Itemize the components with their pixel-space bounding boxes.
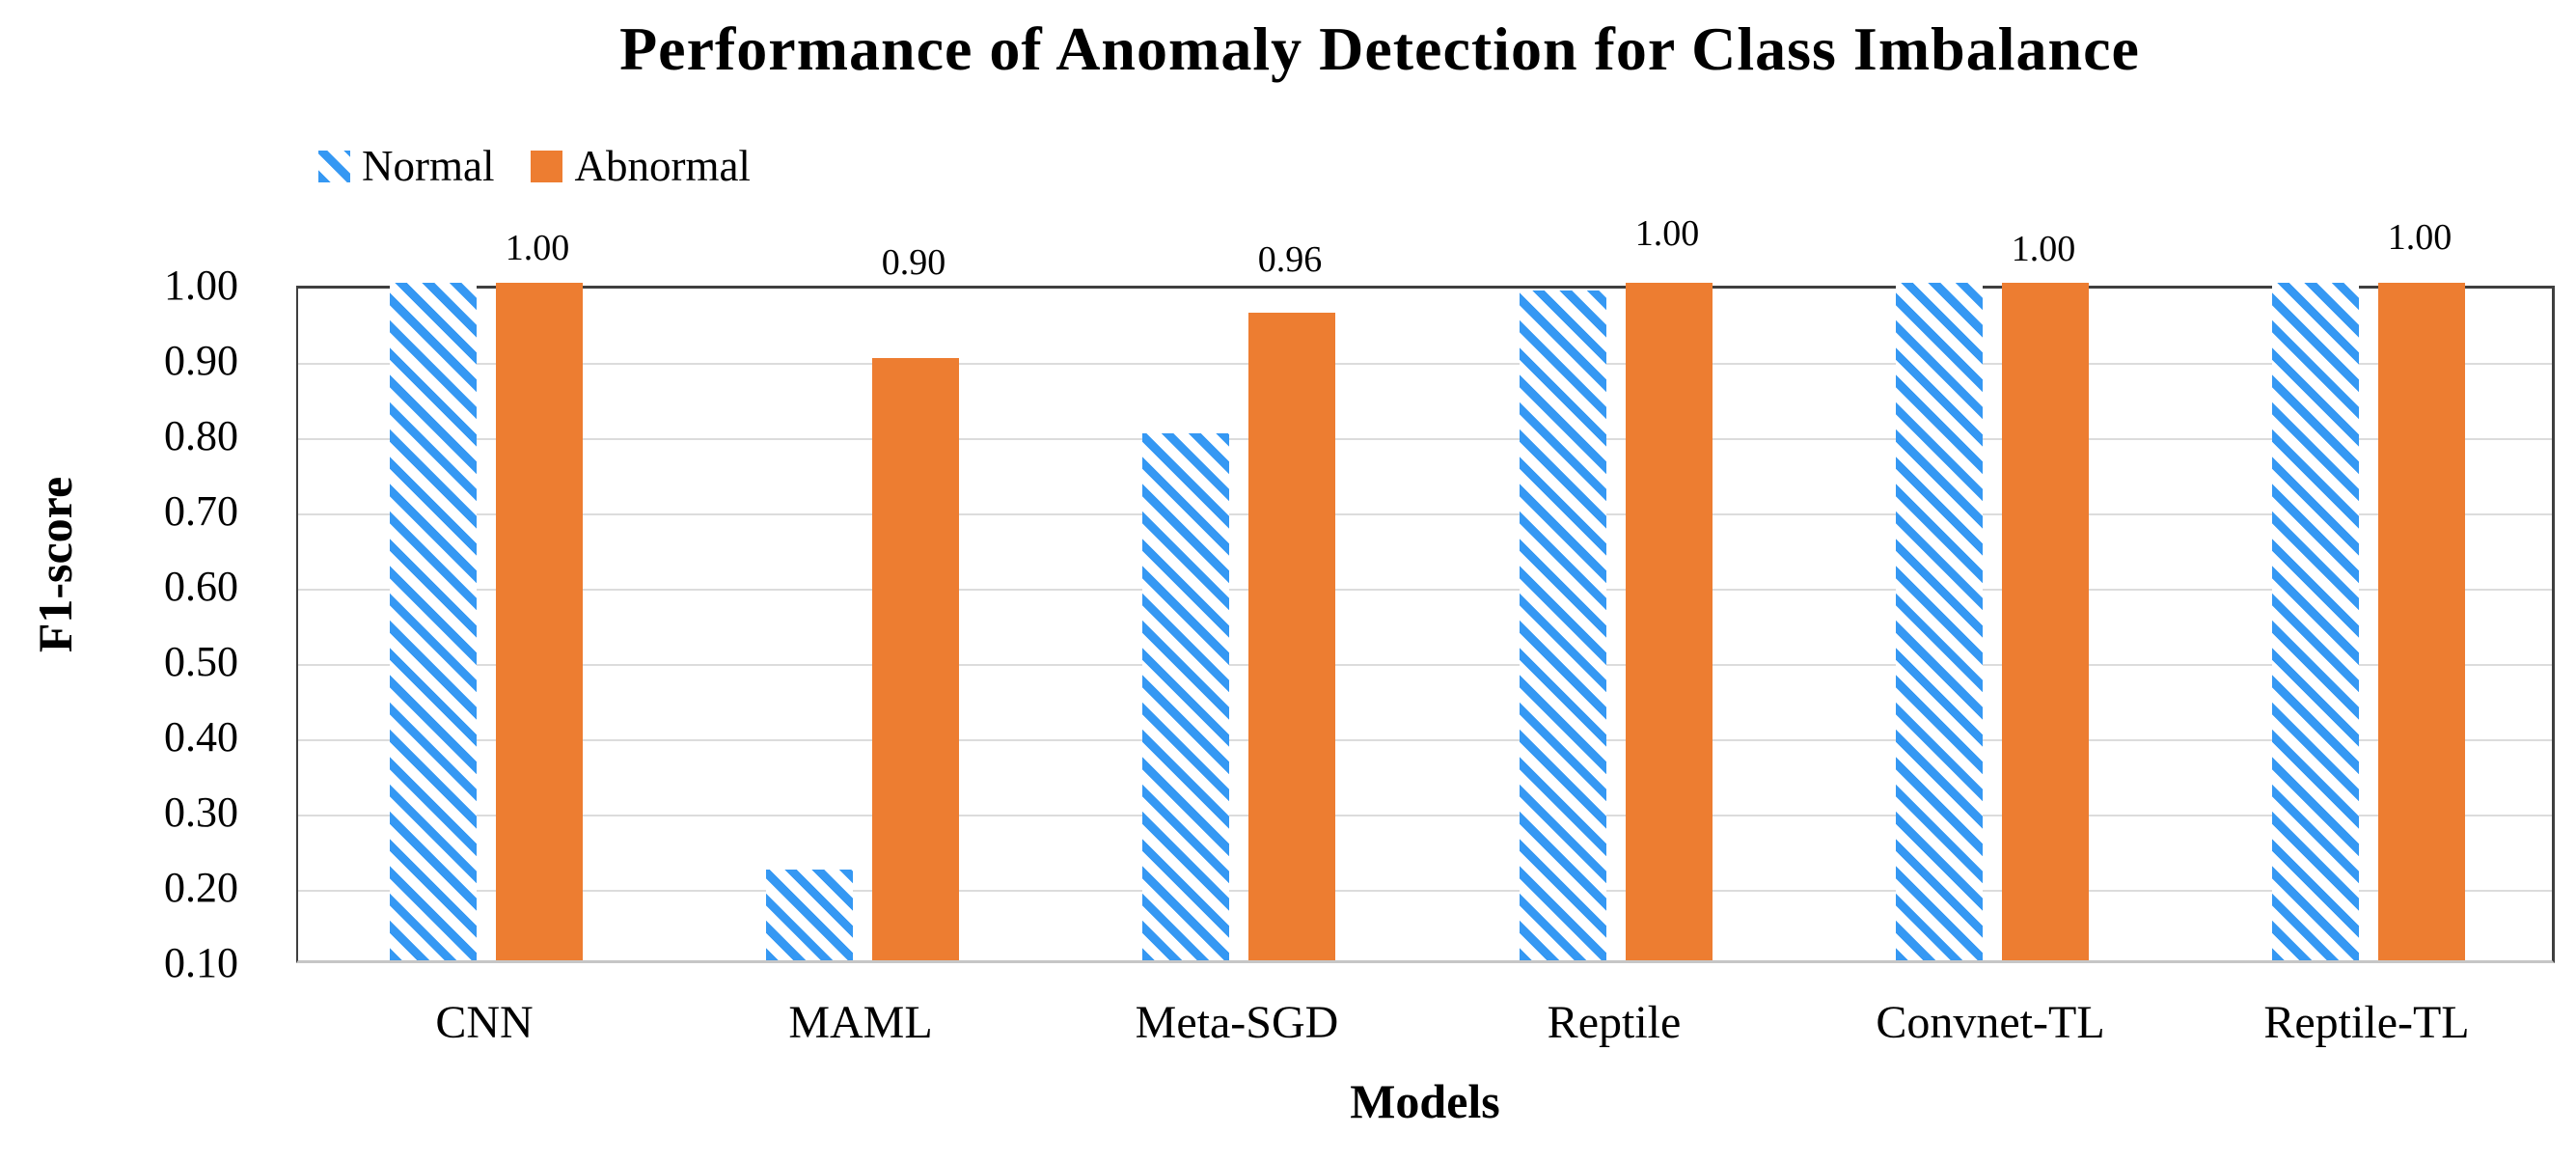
xtick-convnet-tl: Convnet-TL xyxy=(1876,997,2105,1048)
ytick-0.70: 0.70 xyxy=(164,487,238,535)
legend-item-abnormal: Abnormal xyxy=(531,142,751,190)
plot-area xyxy=(296,283,2555,963)
bar-normal-reptile-tl xyxy=(2272,283,2359,960)
bar-normal-maml xyxy=(766,870,853,960)
xtick-reptile-tl: Reptile-TL xyxy=(2263,997,2470,1048)
legend-label-abnormal: Abnormal xyxy=(574,142,751,190)
gridline-0.20 xyxy=(298,890,2552,892)
gridline-0.70 xyxy=(298,513,2552,515)
bar-abnormal-reptile xyxy=(1626,283,1713,960)
abnormal-swatch-icon xyxy=(531,151,563,182)
bar-abnormal-maml xyxy=(872,358,959,960)
ytick-0.40: 0.40 xyxy=(164,713,238,761)
legend-label-normal: Normal xyxy=(362,142,495,190)
bar-normal-reptile xyxy=(1520,290,1606,960)
bar-normal-convnet-tl xyxy=(1896,283,1983,960)
bar-abnormal-cnn xyxy=(496,283,583,960)
value-label-convnet-tl-abnormal: 1.00 xyxy=(2011,229,2076,269)
gridline-0.90 xyxy=(298,363,2552,365)
ytick-0.20: 0.20 xyxy=(164,864,238,911)
xtick-maml: MAML xyxy=(788,997,933,1048)
ytick-1.00: 1.00 xyxy=(164,262,238,309)
ytick-0.90: 0.90 xyxy=(164,337,238,384)
value-label-meta-sgd-abnormal: 0.96 xyxy=(1257,239,1323,280)
value-label-reptile-tl-abnormal: 1.00 xyxy=(2387,217,2453,258)
ytick-0.50: 0.50 xyxy=(164,638,238,685)
legend: Normal Abnormal xyxy=(318,145,751,188)
gridline-0.60 xyxy=(298,589,2552,591)
gridline-0.50 xyxy=(298,664,2552,666)
gridline-0.30 xyxy=(298,815,2552,816)
value-label-reptile-abnormal: 1.00 xyxy=(1634,213,1700,254)
bar-abnormal-meta-sgd xyxy=(1248,313,1335,960)
bar-abnormal-reptile-tl xyxy=(2378,283,2465,960)
gridline-0.40 xyxy=(298,739,2552,741)
x-axis-title: Models xyxy=(1350,1074,1500,1128)
ytick-0.30: 0.30 xyxy=(164,788,238,836)
ytick-0.80: 0.80 xyxy=(164,412,238,459)
bar-normal-meta-sgd xyxy=(1142,433,1229,960)
xtick-reptile: Reptile xyxy=(1547,997,1682,1048)
ytick-0.10: 0.10 xyxy=(164,939,238,986)
chart-title: Performance of Anomaly Detection for Cla… xyxy=(619,14,2140,83)
xtick-cnn: CNN xyxy=(435,997,534,1048)
value-label-maml-abnormal: 0.90 xyxy=(881,242,946,283)
value-label-cnn-abnormal: 1.00 xyxy=(505,228,570,268)
bar-abnormal-convnet-tl xyxy=(2002,283,2089,960)
bar-normal-cnn xyxy=(390,283,477,960)
xtick-meta-sgd: Meta-SGD xyxy=(1135,997,1339,1048)
ytick-0.60: 0.60 xyxy=(164,563,238,610)
gridline-0.80 xyxy=(298,438,2552,440)
legend-item-normal: Normal xyxy=(318,145,494,188)
normal-swatch-icon xyxy=(318,151,350,182)
